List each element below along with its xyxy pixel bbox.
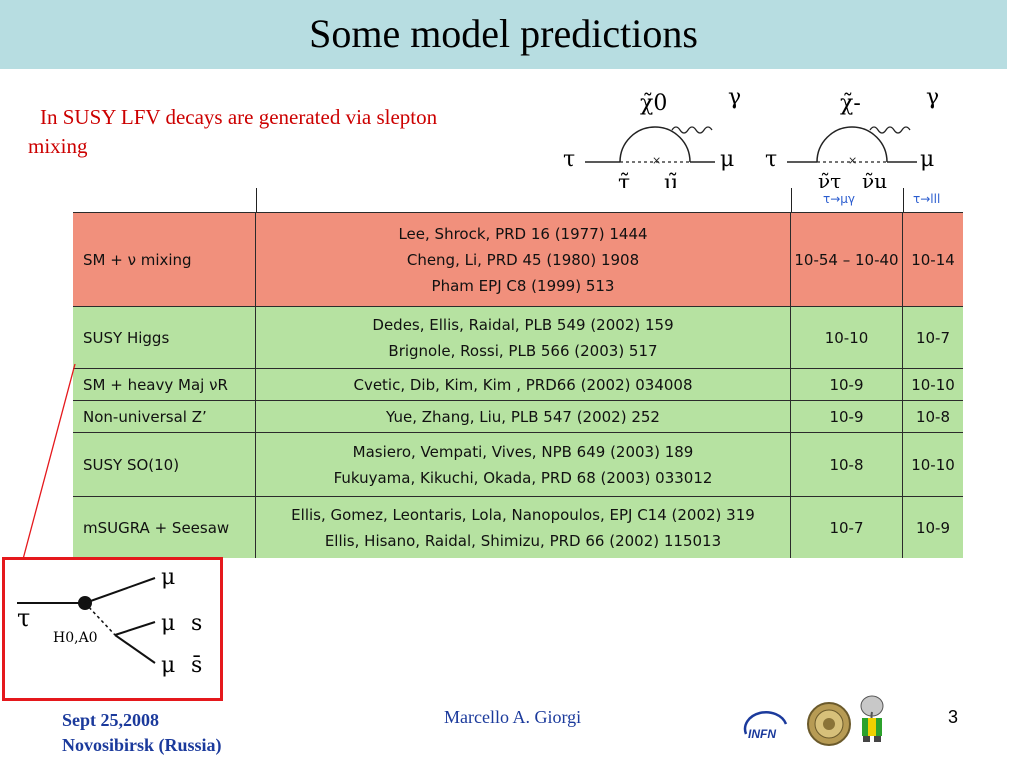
babar-mascot-logo <box>852 692 892 749</box>
refs-cell: Masiero, Vempati, Vives, NPB 649 (2003) … <box>256 433 791 496</box>
mu-label-2: μ <box>161 611 175 636</box>
title-bar <box>0 0 1007 69</box>
lll-cell: 10-10 <box>911 375 955 394</box>
intro-text: In SUSY LFV decays are generated via sle… <box>28 105 438 158</box>
mu-out-label: μ <box>720 147 734 172</box>
mugamma-cell: 10-54 – 10-40 <box>791 213 903 306</box>
model-cell: mSUGRA + Seesaw <box>73 497 256 558</box>
feynman-diagram-neutralino: × τ μ χ̃0 γ τ̃ μ̃ <box>560 82 760 202</box>
svg-text:×: × <box>652 154 661 167</box>
table-row: SM + ν mixing Lee, Shrock, PRD 16 (1977)… <box>73 212 963 306</box>
photon-label: γ <box>926 85 939 110</box>
ref-line: Cvetic, Dib, Kim, Kim , PRD66 (2002) 034… <box>353 375 693 394</box>
tau-in-label: τ <box>765 147 777 172</box>
header-lll: τ→lll <box>913 192 941 206</box>
mugamma-cell: 10-10 <box>791 307 903 368</box>
header-mugamma: τ→μγ <box>823 192 856 206</box>
tau-label: τ <box>17 604 30 632</box>
ref-line: Fukuyama, Kikuchi, Okada, PRD 68 (2003) … <box>333 468 713 487</box>
ref-line: Masiero, Vempati, Vives, NPB 649 (2003) … <box>352 442 694 461</box>
model-cell: Non-universal Z’ <box>73 401 256 432</box>
footer-place: Novosibirsk (Russia) <box>62 735 222 755</box>
ref-line: Cheng, Li, PRD 45 (1980) 1908 <box>406 250 640 269</box>
refs-cell: Dedes, Ellis, Raidal, PLB 549 (2002) 159… <box>256 307 791 368</box>
ref-line: Lee, Shrock, PRD 16 (1977) 1444 <box>398 224 648 243</box>
footer-author: Marcello A. Giorgi <box>444 707 582 727</box>
lll-cell: 10-10 <box>911 455 955 474</box>
slide-title: Some model predictions <box>309 11 698 56</box>
infn-logo: INFN <box>742 710 792 755</box>
higgs-mediator-label: H0,A0 <box>53 630 98 646</box>
sbar-quark-label: s̄ <box>191 653 202 678</box>
mugamma-cell: 10-9 <box>791 369 903 400</box>
model-cell: SUSY SO(10) <box>73 433 256 496</box>
photon-label: γ <box>728 85 741 110</box>
snu-tau-label: ν̃τ <box>818 169 841 193</box>
svg-text:×: × <box>848 154 857 167</box>
mugamma-cell: 10-7 <box>791 497 903 558</box>
university-seal-logo <box>805 700 853 753</box>
table-row: SUSY SO(10) Masiero, Vempati, Vives, NPB… <box>73 432 963 496</box>
ref-line: Ellis, Gomez, Leontaris, Lola, Nanopoulo… <box>291 505 755 524</box>
page-number: 3 <box>948 707 959 727</box>
table-header-partial: τ→μγ τ→lll <box>73 188 963 212</box>
mugamma-cell: 10-8 <box>791 433 903 496</box>
ref-line: Brignole, Rossi, PLB 566 (2003) 517 <box>388 341 658 360</box>
refs-cell: Ellis, Gomez, Leontaris, Lola, Nanopoulo… <box>256 497 791 558</box>
ref-line: Pham EPJ C8 (1999) 513 <box>431 276 615 295</box>
table-row: SM + heavy Maj νR Cvetic, Dib, Kim, Kim … <box>73 368 963 400</box>
refs-cell: Cvetic, Dib, Kim, Kim , PRD66 (2002) 034… <box>256 369 791 400</box>
model-cell: SM + ν mixing <box>73 213 256 306</box>
model-cell: SUSY Higgs <box>73 307 256 368</box>
table-row: SUSY Higgs Dedes, Ellis, Raidal, PLB 549… <box>73 306 963 368</box>
lll-cell: 10-7 <box>915 328 951 347</box>
s-quark-label: s <box>191 611 202 636</box>
lll-cell: 10-14 <box>911 250 955 269</box>
chargino-label: χ̃- <box>840 91 861 116</box>
footer-date: Sept 25,2008 <box>62 710 160 730</box>
model-predictions-table: τ→μγ τ→lll SM + ν mixing Lee, Shrock, PR… <box>73 188 963 558</box>
ref-line: Ellis, Hisano, Raidal, Shimizu, PRD 66 (… <box>324 531 722 550</box>
ref-line: Yue, Zhang, Liu, PLB 547 (2002) 252 <box>386 407 660 426</box>
mugamma-cell: 10-9 <box>791 401 903 432</box>
mu-label-1: μ <box>161 565 175 590</box>
refs-cell: Yue, Zhang, Liu, PLB 547 (2002) 252 <box>256 401 791 432</box>
tau-in-label: τ <box>563 147 575 172</box>
neutralino-label: χ̃0 <box>640 91 667 116</box>
table-row: mSUGRA + Seesaw Ellis, Gomez, Leontaris,… <box>73 496 963 558</box>
table-row: Non-universal Z’ Yue, Zhang, Liu, PLB 54… <box>73 400 963 432</box>
ref-line: Dedes, Ellis, Raidal, PLB 549 (2002) 159 <box>372 315 674 334</box>
refs-cell: Lee, Shrock, PRD 16 (1977) 1444 Cheng, L… <box>256 213 791 306</box>
mu-out-label: μ <box>920 147 934 172</box>
higgs-decay-diagram-box: τ H0,A0 μ μ μ s s̄ <box>2 557 223 701</box>
model-cell: SM + heavy Maj νR <box>73 369 256 400</box>
lll-cell: 10-8 <box>915 407 951 426</box>
infn-logo-text: INFN <box>748 727 776 741</box>
mu-label-3: μ <box>161 653 175 678</box>
lll-cell: 10-9 <box>915 518 951 537</box>
footer-left: Sept 25,2008 Novosibirsk (Russia) <box>62 708 222 758</box>
